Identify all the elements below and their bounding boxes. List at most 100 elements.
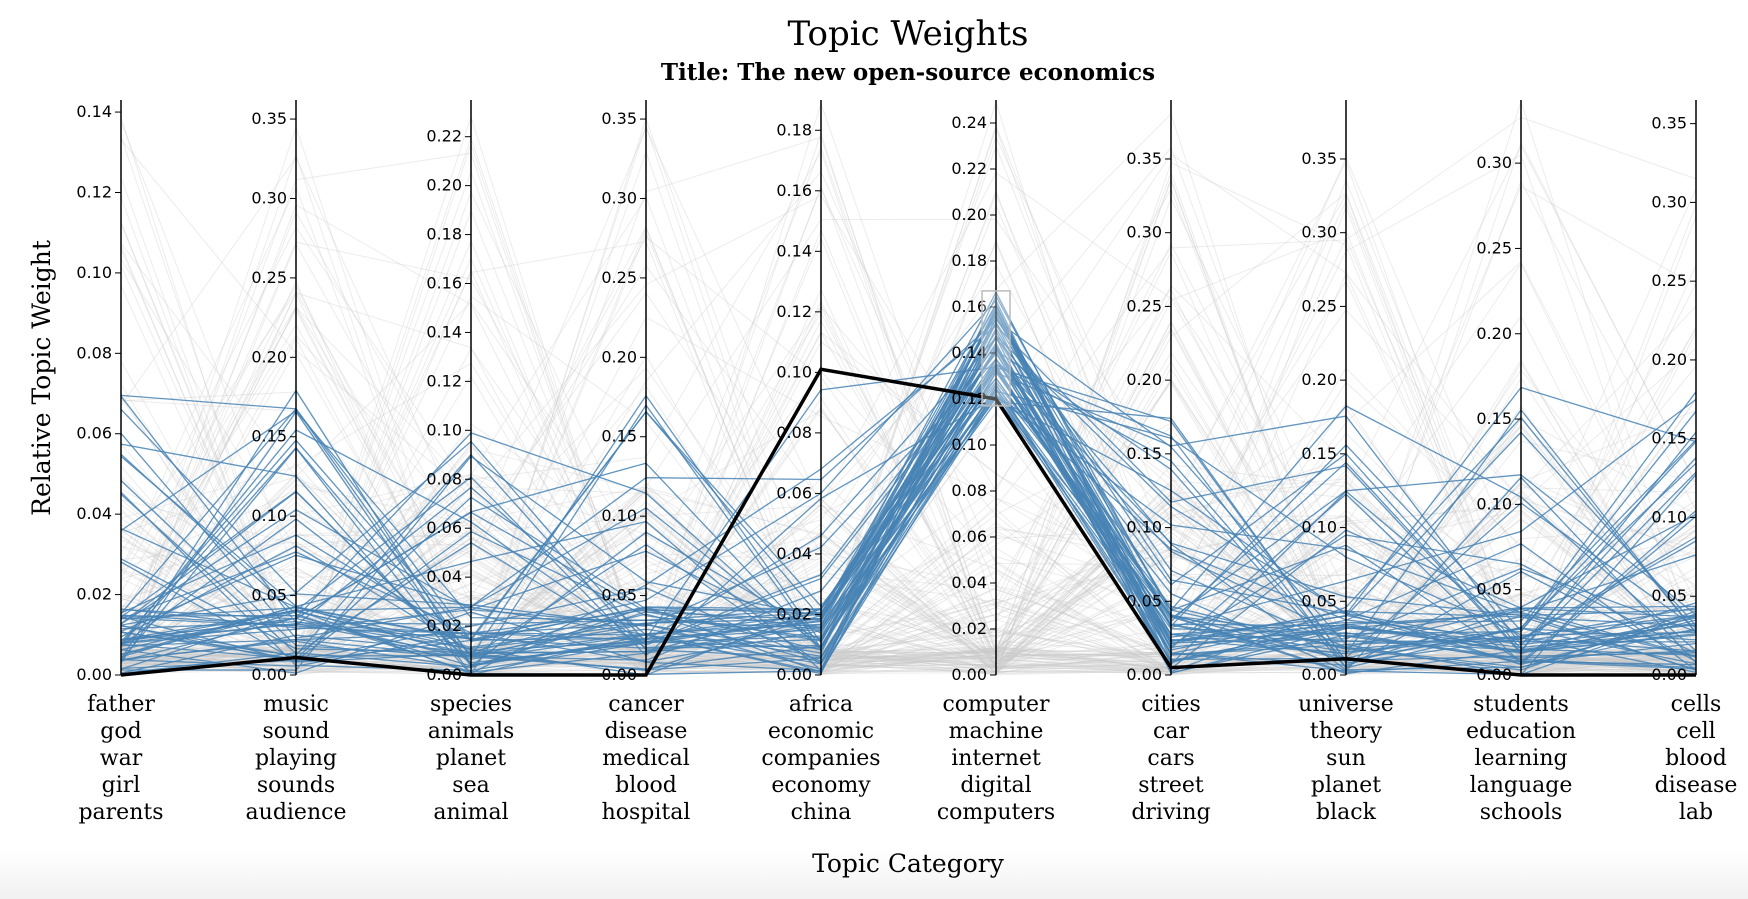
context-document-line — [120, 231, 1697, 673]
axis-6[interactable]: 0.00 0.02 0.04 0.06 0.08 0.10 0.12 0.14 0.16 0.18… — [937, 100, 1055, 825]
tick-label: 0.15 — [601, 427, 637, 446]
context-document-line — [120, 126, 1697, 668]
axis-10[interactable]: 0.00 0.05 0.10 0.15 0.20 0.25 0.30 0.35 cellscel… — [1651, 100, 1737, 825]
axis-1[interactable]: 0.00 0.02 0.04 0.06 0.08 0.10 0.12 0.14 fathergo… — [76, 100, 164, 825]
context-document-line — [120, 257, 1697, 670]
context-document-line — [120, 484, 1697, 669]
axis-category-word: education — [1466, 719, 1576, 744]
context-document-line — [120, 115, 1697, 673]
axis-category-word: digital — [960, 773, 1031, 798]
axis-category-word: girl — [102, 773, 141, 798]
axis-4[interactable]: 0.00 0.05 0.10 0.15 0.20 0.25 0.30 0.35 cancerdi… — [601, 100, 690, 825]
context-document-line — [120, 432, 1697, 670]
tick-label: 0.20 — [601, 347, 637, 366]
brushed-document-line — [120, 336, 1697, 674]
tick-label: 0.06 — [776, 483, 812, 502]
tick-label: 0.00 — [426, 665, 462, 684]
axis-category-word: economy — [771, 773, 871, 798]
context-document-line — [120, 391, 1697, 674]
brushed-document-line — [120, 371, 1697, 673]
context-document-line — [120, 170, 1697, 675]
axis-9[interactable]: 0.00 0.05 0.10 0.15 0.20 0.25 0.30 studentseduc… — [1466, 100, 1576, 825]
tick-label: 0.18 — [426, 225, 462, 244]
axis-2[interactable]: 0.000.050.100.150.200.250.300.35musicsou… — [246, 100, 347, 825]
tick-label: 0.15 — [1651, 429, 1687, 448]
brushed-document-line — [120, 350, 1697, 669]
brushed-lines — [120, 291, 1697, 676]
context-document-line — [120, 361, 1697, 673]
context-document-line — [120, 160, 1697, 675]
brushed-document-line — [120, 321, 1697, 672]
tick-label: 0.35 — [251, 109, 287, 128]
tick-label: 0.20 — [951, 205, 987, 224]
tick-label: 0.25 — [251, 268, 287, 287]
tick-label: 0.24 — [951, 113, 987, 132]
context-document-line — [120, 156, 1697, 666]
axis-7[interactable]: 0.000.050.100.150.200.250.300.35citiesca… — [1126, 100, 1211, 825]
context-document-line — [120, 492, 1697, 673]
axis-category-word: learning — [1474, 746, 1567, 771]
context-document-line — [120, 515, 1697, 671]
tick-label: 0.16 — [776, 181, 812, 200]
axis-category-word: driving — [1131, 800, 1210, 825]
axis-category-word: sound — [263, 719, 330, 744]
brushed-document-line — [120, 335, 1697, 666]
axis-category-word: audience — [246, 800, 347, 825]
axis-category-word: students — [1473, 692, 1569, 717]
context-document-line — [120, 482, 1697, 668]
context-document-line — [120, 152, 1697, 668]
axis-category-word: blood — [1665, 746, 1727, 771]
x-axis-title: Topic Category — [812, 849, 1005, 878]
brushed-document-line — [120, 358, 1697, 643]
context-document-line — [120, 520, 1697, 673]
tick-label: 0.16 — [426, 274, 462, 293]
context-document-line — [120, 176, 1697, 669]
context-document-line — [120, 196, 1697, 674]
tick-label: 0.12 — [776, 302, 812, 321]
brushed-document-line — [120, 319, 1697, 646]
tick-label: 0.02 — [776, 604, 812, 623]
tick-label: 0.02 — [951, 619, 987, 638]
axis-category-word: species — [430, 692, 512, 717]
tick-label: 0.35 — [1126, 149, 1162, 168]
highlighted-document-line[interactable] — [120, 367, 1696, 677]
tick-label: 0.30 — [1301, 223, 1337, 242]
axis-category-word: machine — [949, 719, 1044, 744]
tick-label: 0.12 — [951, 389, 987, 408]
tick-label: 0.08 — [76, 343, 112, 362]
brushed-document-line — [120, 362, 1697, 639]
context-document-line — [120, 495, 1697, 674]
brushed-document-line — [120, 299, 1697, 671]
axis-category-word: economic — [768, 719, 874, 744]
axis-category-word: sea — [452, 773, 489, 798]
tick-label: 0.00 — [601, 665, 637, 684]
axis-category-word: companies — [761, 746, 880, 771]
context-document-line — [120, 225, 1697, 669]
tick-label: 0.08 — [776, 423, 812, 442]
context-document-line — [120, 497, 1697, 676]
context-document-line — [120, 426, 1697, 673]
highlighted-line — [120, 367, 1696, 677]
context-document-line — [120, 280, 1697, 674]
axis-5[interactable]: 0.00 0.02 0.04 0.06 0.08 0.10 0.12 0.14 0.16 0.18… — [761, 100, 881, 825]
context-document-line — [120, 563, 1697, 669]
context-document-line — [120, 422, 1697, 670]
brush-layer[interactable] — [981, 290, 1011, 407]
tick-label: 0.04 — [776, 544, 812, 563]
brushed-document-line — [120, 313, 1697, 671]
context-document-line — [120, 477, 1697, 674]
brush-selection[interactable] — [981, 290, 1011, 407]
axis-8[interactable]: 0.00 0.05 0.10 0.15 0.20 0.25 0.30 0.35 universe… — [1298, 100, 1394, 825]
brushed-document-line — [120, 390, 1697, 663]
tick-label: 0.10 — [1301, 518, 1337, 537]
context-document-line — [120, 141, 1697, 673]
context-document-line — [120, 453, 1697, 673]
tick-label: 0.30 — [601, 188, 637, 207]
axis-3[interactable]: 0.00 0.02 0.04 0.06 0.08 0.10 0.12 0.14 0.16 0.18… — [426, 100, 514, 825]
tick-label: 0.15 — [1126, 444, 1162, 463]
axis-category-word: disease — [605, 719, 688, 744]
context-lines — [120, 99, 1697, 676]
axis-category-word: lab — [1679, 800, 1713, 825]
axis-category-word: hospital — [602, 800, 691, 825]
